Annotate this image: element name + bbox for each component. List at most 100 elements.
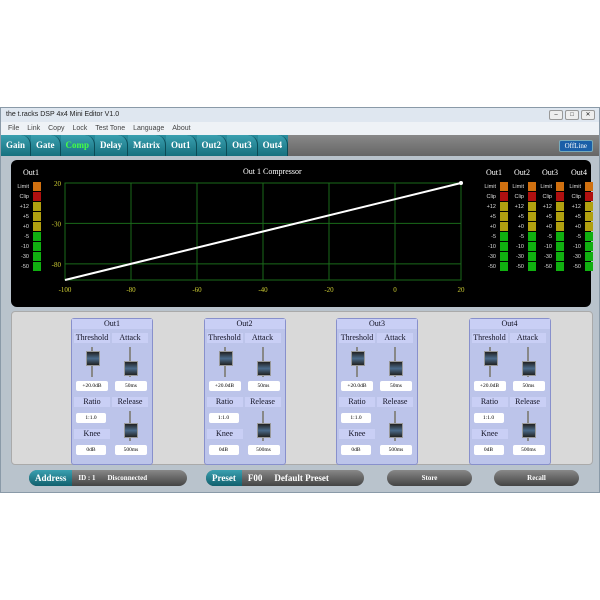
right-meter-out2-scale-label: Clip (514, 194, 524, 200)
attack-slider[interactable] (115, 347, 145, 377)
attack-slider[interactable] (248, 347, 278, 377)
tab-out1[interactable]: Out1 (166, 135, 197, 156)
tab-out3[interactable]: Out3 (227, 135, 258, 156)
attack-value: 50ms (247, 381, 280, 391)
right-meter-out4 (585, 182, 593, 272)
tab-matrix[interactable]: Matrix (128, 135, 167, 156)
left-meter-out1-segment (33, 212, 41, 221)
left-meter-out1-segment (33, 182, 41, 191)
knee-stepper[interactable]: 0dB (208, 445, 239, 455)
right-meter-out2-segment (528, 212, 536, 221)
threshold-slider[interactable] (342, 347, 372, 377)
attack-value: 50ms (512, 381, 545, 391)
channel-panel-out3: Out3 Threshold Attack +20.0dB 50ms Ratio Relea… (336, 318, 418, 465)
attack-slider[interactable] (513, 347, 543, 377)
maximize-button[interactable]: □ (565, 110, 579, 120)
release-slider[interactable] (513, 411, 543, 441)
ratio-stepper[interactable]: 1:1.0 (341, 413, 371, 423)
device-id[interactable]: ID : 1 (78, 474, 96, 482)
recall-button[interactable]: Recall (494, 470, 579, 486)
app-window: the t.racks DSP 4x4 Mini Editor V1.0 – □ ✕… (0, 107, 600, 493)
release-slider-knob[interactable] (124, 423, 138, 438)
x-tick-label: 0 (393, 286, 397, 294)
knee-stepper[interactable]: 0dB (473, 445, 504, 455)
right-meter-out1-scale-label: -30 (488, 254, 496, 260)
release-slider-knob[interactable] (389, 423, 403, 438)
menu-item-link[interactable]: Link (27, 125, 41, 132)
release-value: 500ms (380, 445, 412, 455)
menu-item-lock[interactable]: Lock (72, 125, 88, 132)
tab-out2[interactable]: Out2 (196, 135, 228, 156)
attack-slider-knob[interactable] (124, 361, 138, 376)
release-slider[interactable] (115, 411, 145, 441)
connection-status: Disconnected (107, 474, 148, 482)
attack-slider[interactable] (380, 347, 410, 377)
right-meter-out4-segment (585, 202, 593, 211)
compressor-controls-panel: Out1 Threshold Attack +20.0dB 50ms Ratio Relea… (11, 311, 593, 465)
knee-stepper[interactable]: 0dB (341, 445, 371, 455)
ratio-stepper[interactable]: 1:1.0 (76, 413, 106, 423)
attack-slider-knob[interactable] (521, 361, 536, 376)
release-slider[interactable] (248, 411, 278, 441)
right-meter-out3-segment (556, 222, 564, 231)
tab-gain[interactable]: Gain (1, 135, 32, 156)
release-slider-knob[interactable] (256, 423, 271, 438)
right-meter-out3-scale-label: -30 (544, 254, 552, 260)
menu-item-language[interactable]: Language (133, 125, 165, 132)
right-meter-out3-scale-label: +5 (545, 214, 552, 220)
right-meter-out1-segment (500, 262, 508, 271)
release-slider[interactable] (380, 411, 410, 441)
menu-item-test-tone[interactable]: Test Tone (95, 125, 126, 132)
right-meter-out3-segment (556, 262, 564, 271)
attack-label: Attack (112, 333, 148, 343)
threshold-slider-knob[interactable] (218, 351, 233, 366)
right-meter-out4-segment (585, 192, 593, 201)
right-meter-out1-scale-label: -5 (491, 234, 496, 240)
channel-title: Out1 (72, 319, 152, 329)
right-meter-out1-scale-label: +5 (489, 214, 496, 220)
address-group: Address ID : 1 Disconnected (29, 470, 187, 486)
preset-number[interactable]: F00 (247, 473, 263, 483)
ratio-stepper[interactable]: 1:1.0 (208, 413, 239, 423)
threshold-slider-knob[interactable] (351, 351, 365, 366)
left-meter-out1-scale-label: -10 (21, 244, 29, 250)
close-button[interactable]: ✕ (581, 110, 595, 120)
tab-delay[interactable]: Delay (95, 135, 129, 156)
right-meter-out3-scale-label: -5 (547, 234, 552, 240)
knee-label: Knee (471, 429, 508, 439)
knee-stepper[interactable]: 0dB (76, 445, 106, 455)
offline-button[interactable]: OffLine (558, 140, 593, 152)
store-button[interactable]: Store (387, 470, 472, 486)
threshold-slider[interactable] (475, 347, 505, 377)
ratio-stepper[interactable]: 1:1.0 (473, 413, 504, 423)
threshold-slider-knob[interactable] (483, 351, 498, 366)
tab-out4[interactable]: Out4 (257, 135, 289, 156)
address-label: Address (29, 470, 73, 486)
right-meter-out3-scale-label: +12 (542, 204, 552, 210)
attack-label: Attack (509, 333, 546, 343)
left-meter-out1-segment (33, 222, 41, 231)
threshold-slider[interactable] (210, 347, 240, 377)
channel-title: Out3 (337, 319, 417, 329)
threshold-slider-knob[interactable] (86, 351, 100, 366)
right-meter-out3-scale-label: -50 (544, 264, 552, 270)
attack-slider-knob[interactable] (256, 361, 271, 376)
tab-gate[interactable]: Gate (31, 135, 61, 156)
preset-name[interactable]: Default Preset (274, 473, 329, 483)
release-slider-knob[interactable] (521, 423, 536, 438)
left-meter-out1-scale-label: Limit (17, 184, 29, 190)
menu-item-copy[interactable]: Copy (48, 125, 65, 132)
tab-comp[interactable]: Comp (60, 135, 96, 156)
knee-label: Knee (74, 429, 110, 439)
threshold-slider[interactable] (77, 347, 107, 377)
right-meter-out1-segment (500, 212, 508, 221)
attack-slider-knob[interactable] (389, 361, 403, 376)
tab-bar: Gain Gate Comp Delay Matrix Out1 Out2 Out3 Out4 (1, 135, 599, 156)
menu-item-file[interactable]: File (8, 125, 20, 132)
minimize-button[interactable]: – (549, 110, 563, 120)
right-meter-out2-segment (528, 262, 536, 271)
left-meter-out1-segment (33, 242, 41, 251)
left-meter-out1-segment (33, 192, 41, 201)
menu-item-about[interactable]: About (172, 125, 191, 132)
channel-title: Out4 (469, 319, 550, 329)
